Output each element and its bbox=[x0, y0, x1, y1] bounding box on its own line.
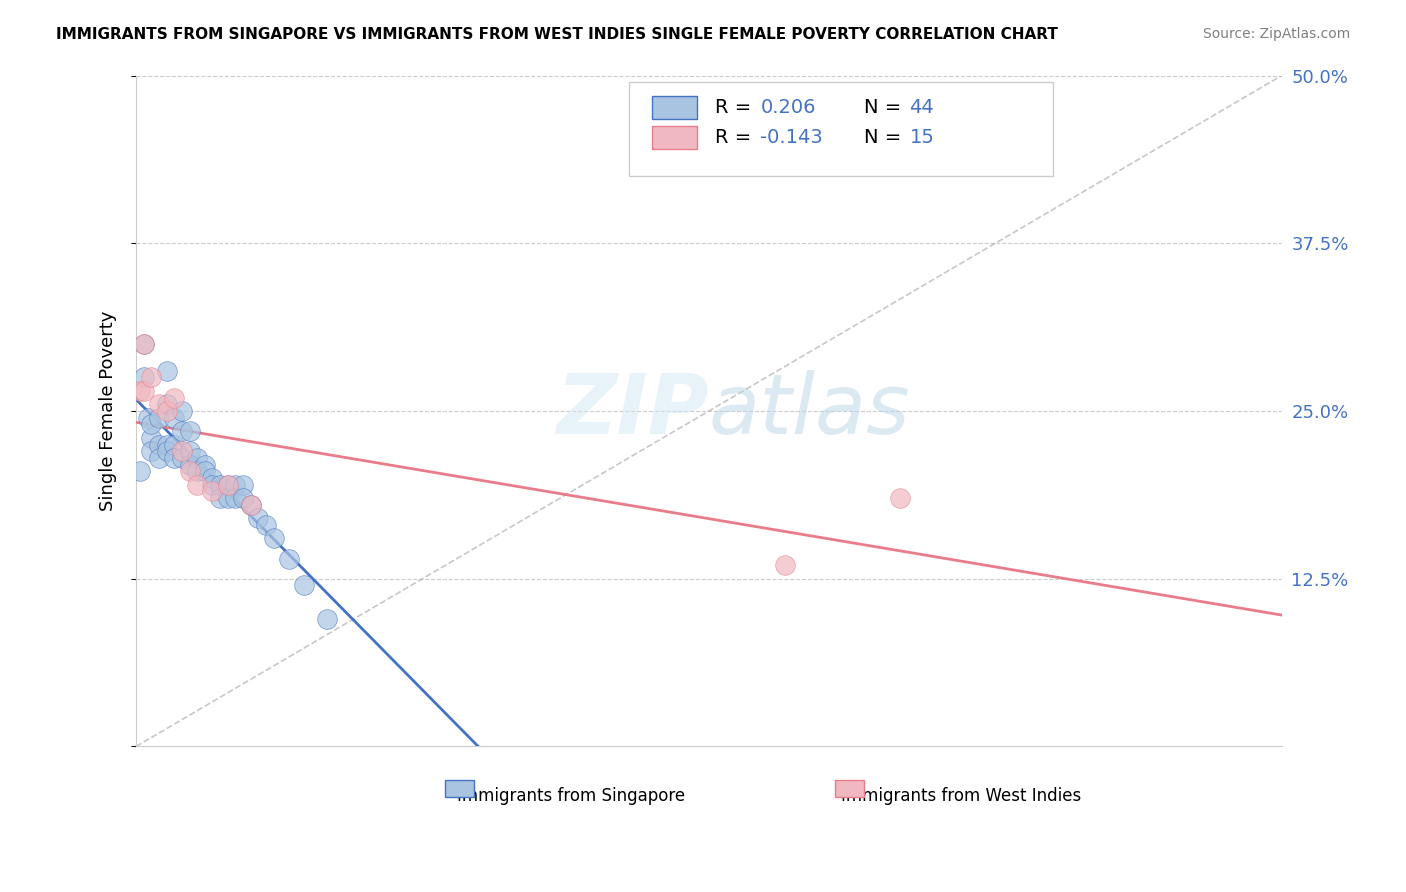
Point bbox=[170, 424, 193, 438]
Point bbox=[201, 471, 224, 485]
Point bbox=[224, 477, 246, 491]
Point bbox=[209, 491, 232, 506]
Point bbox=[129, 464, 152, 478]
Point bbox=[247, 511, 270, 525]
Text: Source: ZipAtlas.com: Source: ZipAtlas.com bbox=[1202, 27, 1350, 41]
Point bbox=[239, 498, 262, 512]
Point bbox=[186, 450, 208, 465]
Text: N =: N = bbox=[863, 97, 907, 117]
Point bbox=[277, 551, 299, 566]
Point bbox=[148, 410, 170, 425]
FancyBboxPatch shape bbox=[835, 780, 863, 797]
Text: ZIP: ZIP bbox=[557, 370, 709, 451]
Point bbox=[217, 477, 239, 491]
Point bbox=[129, 384, 152, 398]
Point bbox=[186, 464, 208, 478]
Text: -0.143: -0.143 bbox=[761, 128, 824, 147]
Point bbox=[316, 612, 339, 626]
FancyBboxPatch shape bbox=[651, 126, 697, 149]
Point bbox=[141, 444, 163, 458]
Point bbox=[232, 477, 254, 491]
FancyBboxPatch shape bbox=[628, 82, 1053, 176]
Point bbox=[148, 397, 170, 411]
Text: Immigrants from West Indies: Immigrants from West Indies bbox=[841, 787, 1081, 805]
Point bbox=[201, 484, 224, 499]
Point bbox=[179, 424, 201, 438]
Text: 44: 44 bbox=[910, 97, 934, 117]
Point bbox=[163, 450, 186, 465]
FancyBboxPatch shape bbox=[446, 780, 474, 797]
Point bbox=[201, 477, 224, 491]
Point bbox=[141, 431, 163, 445]
Point bbox=[148, 437, 170, 451]
Point bbox=[170, 444, 193, 458]
Y-axis label: Single Female Poverty: Single Female Poverty bbox=[100, 310, 117, 511]
Point bbox=[156, 397, 179, 411]
Point bbox=[292, 578, 315, 592]
Point bbox=[156, 364, 179, 378]
Point bbox=[132, 337, 155, 351]
Point bbox=[148, 450, 170, 465]
Point bbox=[217, 477, 239, 491]
Point bbox=[132, 337, 155, 351]
Point bbox=[170, 450, 193, 465]
Point bbox=[170, 404, 193, 418]
Point bbox=[775, 558, 797, 573]
Point bbox=[163, 410, 186, 425]
Text: Immigrants from Singapore: Immigrants from Singapore bbox=[457, 787, 686, 805]
Point bbox=[179, 458, 201, 472]
Point bbox=[132, 384, 155, 398]
Point bbox=[132, 370, 155, 384]
Point bbox=[156, 404, 179, 418]
Point bbox=[254, 518, 277, 533]
Point bbox=[179, 444, 201, 458]
Point bbox=[163, 437, 186, 451]
Text: atlas: atlas bbox=[709, 370, 911, 451]
Point bbox=[141, 417, 163, 432]
Text: 15: 15 bbox=[910, 128, 934, 147]
Point bbox=[179, 464, 201, 478]
Point bbox=[156, 437, 179, 451]
Point bbox=[232, 491, 254, 506]
Point bbox=[224, 491, 246, 506]
Point bbox=[217, 491, 239, 506]
Text: R =: R = bbox=[714, 128, 758, 147]
Point bbox=[194, 458, 217, 472]
Point bbox=[263, 532, 285, 546]
Point bbox=[141, 370, 163, 384]
FancyBboxPatch shape bbox=[651, 95, 697, 120]
Text: 0.206: 0.206 bbox=[761, 97, 815, 117]
Point bbox=[194, 464, 217, 478]
Point bbox=[239, 498, 262, 512]
Point bbox=[156, 444, 179, 458]
Text: N =: N = bbox=[863, 128, 907, 147]
Point bbox=[889, 491, 911, 506]
Text: R =: R = bbox=[714, 97, 758, 117]
Point bbox=[163, 391, 186, 405]
Point bbox=[186, 477, 208, 491]
Point bbox=[209, 477, 232, 491]
Point bbox=[136, 410, 159, 425]
Text: IMMIGRANTS FROM SINGAPORE VS IMMIGRANTS FROM WEST INDIES SINGLE FEMALE POVERTY C: IMMIGRANTS FROM SINGAPORE VS IMMIGRANTS … bbox=[56, 27, 1059, 42]
